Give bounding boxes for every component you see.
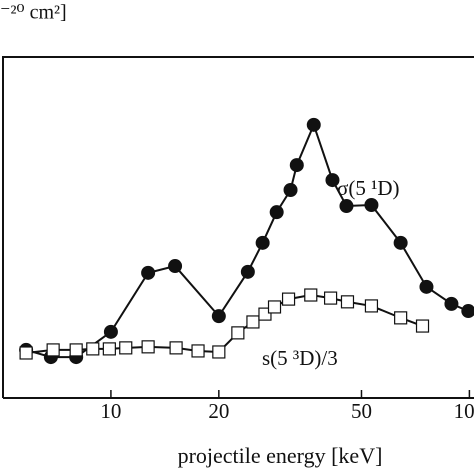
marker bbox=[255, 235, 270, 250]
marker bbox=[86, 342, 100, 356]
marker bbox=[461, 304, 474, 319]
marker bbox=[103, 324, 118, 339]
marker bbox=[339, 199, 354, 214]
marker bbox=[306, 117, 321, 132]
x-tick-label: 100 bbox=[454, 399, 474, 423]
marker bbox=[141, 340, 155, 354]
marker bbox=[141, 265, 156, 280]
series-line bbox=[25, 294, 423, 354]
marker bbox=[325, 173, 340, 188]
marker bbox=[394, 311, 408, 325]
series-label: σ(5 ¹D) bbox=[337, 176, 400, 200]
marker bbox=[267, 300, 282, 314]
marker bbox=[19, 346, 33, 360]
x-tick-label: 20 bbox=[208, 399, 229, 423]
marker bbox=[323, 291, 338, 305]
marker bbox=[364, 299, 379, 313]
marker bbox=[419, 279, 434, 294]
marker bbox=[240, 264, 255, 279]
x-tick-label: 50 bbox=[351, 399, 372, 423]
marker bbox=[69, 343, 83, 357]
marker bbox=[102, 342, 116, 356]
marker bbox=[283, 182, 298, 197]
marker bbox=[281, 292, 296, 306]
series-label: s(5 ³D)/3 bbox=[262, 346, 338, 370]
plot-frame bbox=[2, 56, 474, 399]
marker bbox=[169, 341, 183, 355]
marker bbox=[168, 259, 183, 274]
marker bbox=[444, 296, 459, 311]
y-axis-label: ⁻²⁰ cm²] bbox=[0, 2, 67, 24]
marker bbox=[364, 197, 379, 212]
series-line bbox=[25, 122, 469, 359]
marker bbox=[191, 344, 205, 358]
marker bbox=[246, 315, 260, 329]
marker bbox=[231, 326, 245, 340]
marker bbox=[304, 288, 318, 302]
marker bbox=[46, 343, 60, 357]
marker bbox=[269, 205, 284, 220]
marker bbox=[289, 158, 304, 173]
x-tick-label: 10 bbox=[100, 399, 121, 423]
marker bbox=[119, 341, 133, 355]
x-axis-label: projectile energy [keV] bbox=[178, 443, 383, 468]
marker bbox=[212, 345, 226, 359]
marker bbox=[415, 319, 430, 333]
marker bbox=[340, 295, 355, 309]
marker bbox=[393, 235, 408, 250]
marker bbox=[211, 309, 226, 324]
